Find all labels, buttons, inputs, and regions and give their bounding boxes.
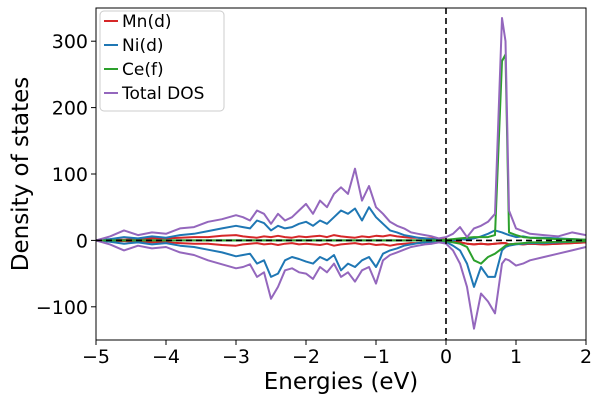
series-line-total-dos-up [96,17,586,242]
y-axis-title: Density of states [8,77,34,271]
y-tick-label: −100 [36,297,88,319]
x-tick-label: 2 [580,346,592,368]
legend-box [99,10,225,112]
x-tick-label: −2 [292,346,320,368]
x-tick-label: 1 [510,346,522,368]
legend-label-mn-d-: Mn(d) [122,12,172,32]
x-tick-label: −5 [82,346,110,368]
series-line-ni-d--up [96,206,586,242]
x-tick-label: −3 [222,346,250,368]
legend: Mn(d) Ni(d) Ce(f) Total DOS [99,10,225,112]
y-tick-label: 300 [52,31,88,53]
series-line-mn-d--down [96,239,586,247]
series-line-total-dos-down [96,239,586,330]
y-tick-label: 200 [52,98,88,120]
legend-label-ni-d-: Ni(d) [122,36,164,56]
x-tick-label: −4 [152,346,180,368]
x-tick-label: −1 [362,346,390,368]
legend-label-total-dos: Total DOS [121,84,204,104]
x-tick-label: 0 [440,346,452,368]
series-line-ni-d--down [96,239,586,288]
x-axis-title: Energies (eV) [264,369,419,395]
y-tick-label: 100 [52,164,88,186]
legend-label-ce-f-: Ce(f) [122,60,164,80]
y-tick-label: 0 [76,230,88,252]
